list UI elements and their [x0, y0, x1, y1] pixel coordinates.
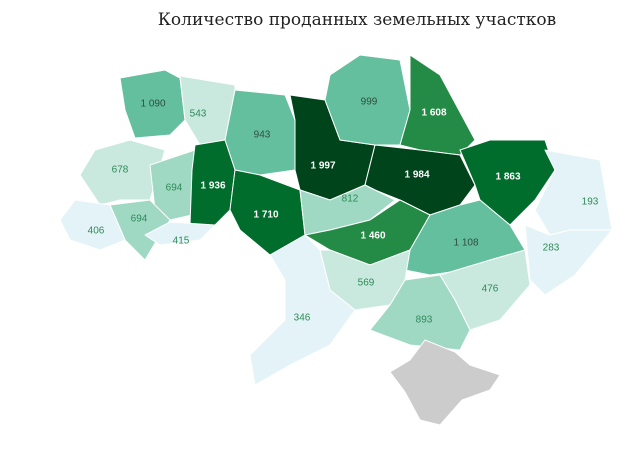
value-label: 812: [342, 194, 359, 205]
value-label: 569: [358, 278, 375, 289]
value-label: 943: [254, 130, 271, 141]
value-label: 193: [582, 197, 599, 208]
value-label: 694: [166, 183, 183, 194]
value-label: 1 090: [140, 99, 165, 110]
value-label: 694: [131, 214, 148, 225]
region: [119, 69, 186, 139]
value-label: 893: [416, 315, 433, 326]
value-label: 1 608: [421, 108, 446, 119]
value-label: 1 460: [360, 231, 385, 242]
value-label: 1 863: [495, 172, 520, 183]
region: [524, 224, 613, 296]
region: [144, 221, 216, 246]
value-label: 543: [190, 109, 207, 120]
region: [59, 199, 126, 251]
labels: 1 090 543 943 1 997 999 1 608 1 984 1 863 193 283…: [88, 97, 599, 326]
value-label: 346: [294, 313, 311, 324]
value-label: 678: [112, 165, 129, 176]
value-label: 1 984: [404, 170, 429, 181]
region: [399, 54, 476, 156]
region: [249, 234, 356, 386]
region: [149, 149, 196, 221]
crimea: [389, 339, 501, 426]
map-title: Количество проданных земельных участков: [158, 10, 556, 30]
value-label: 283: [543, 243, 560, 254]
value-label: 415: [173, 236, 190, 247]
region: [189, 139, 236, 226]
value-label: 1 710: [253, 210, 278, 221]
value-label: 406: [88, 226, 105, 237]
value-label: 999: [361, 97, 378, 108]
value-label: 1 936: [200, 181, 225, 192]
regions: [59, 54, 613, 386]
region: [369, 274, 471, 351]
value-label: 476: [482, 284, 499, 295]
value-label: 1 108: [453, 238, 478, 249]
region: [459, 139, 556, 226]
value-label: 1 997: [310, 161, 335, 172]
